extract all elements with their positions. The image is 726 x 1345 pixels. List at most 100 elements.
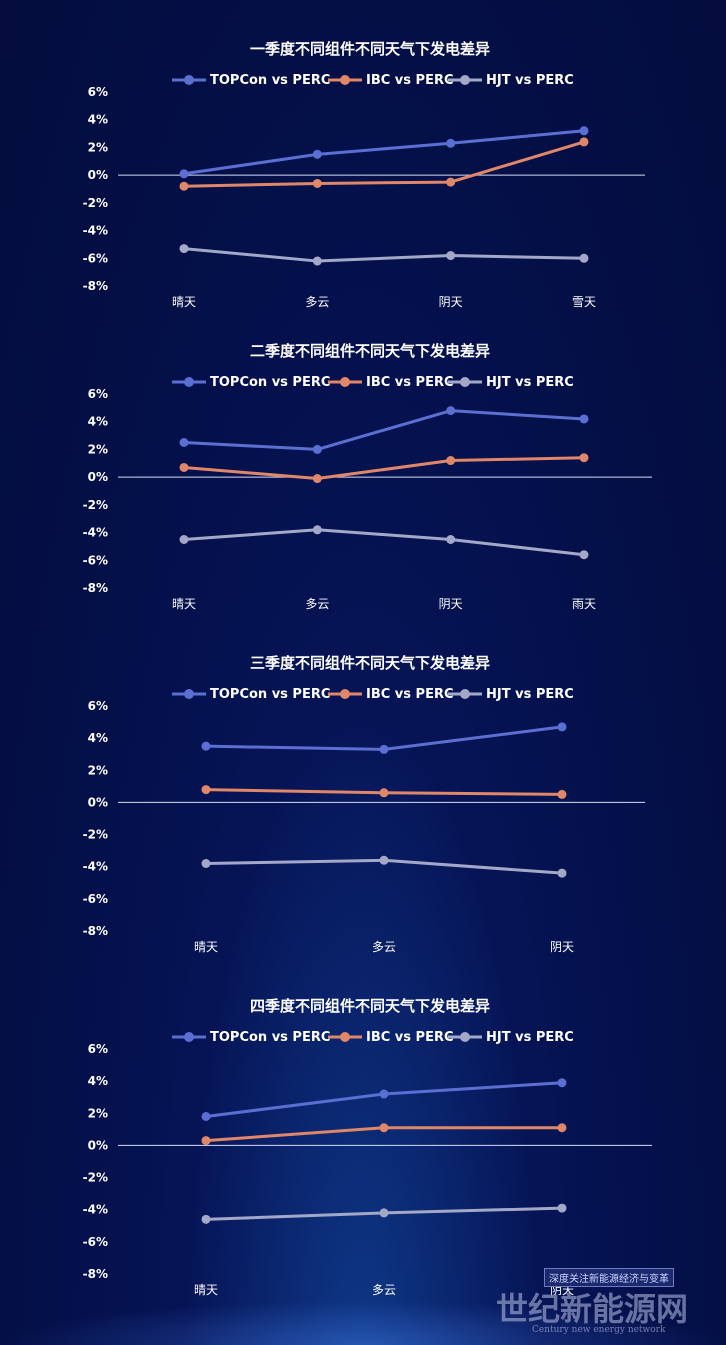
data-point[interactable] (446, 251, 456, 261)
x-tick-label: 多云 (372, 1283, 396, 1297)
data-point[interactable] (201, 1136, 211, 1146)
data-point[interactable] (179, 438, 189, 447)
series-line (183, 456, 585, 481)
chart-svg: 二季度不同组件不同天气下发电差异 TOPCon vs PERC IBC vs PER… (83, 342, 652, 611)
data-point[interactable] (557, 868, 567, 878)
data-point[interactable] (557, 1203, 567, 1213)
data-point[interactable] (579, 137, 589, 147)
chart-title: 二季度不同组件不同天气下发电差异 (250, 342, 490, 360)
legend-marker (184, 377, 194, 387)
legend-label: IBC vs PERC (366, 687, 454, 702)
data-point[interactable] (312, 474, 322, 484)
data-point[interactable] (179, 535, 189, 544)
y-tick-label: -4% (83, 860, 108, 874)
x-tick-label: 晴天 (172, 295, 196, 309)
legend-marker (184, 689, 194, 699)
y-tick-label: -2% (83, 1171, 108, 1185)
data-point[interactable] (579, 453, 589, 463)
data-point[interactable] (312, 444, 322, 454)
decorative-glow (0, 1300, 726, 1345)
legend-item[interactable]: HJT vs PERC (448, 1030, 574, 1045)
y-tick-label: 6% (88, 1042, 108, 1056)
data-point[interactable] (557, 789, 567, 799)
y-tick-label: 4% (88, 731, 108, 745)
data-point[interactable] (379, 744, 389, 754)
chart-svg: 四季度不同组件不同天气下发电差异 TOPCon vs PERC IBC vs PER… (83, 997, 652, 1297)
legend-label: HJT vs PERC (486, 687, 574, 702)
legend-marker (460, 689, 470, 699)
legend-label: HJT vs PERC (486, 1030, 574, 1045)
y-tick-label: -8% (83, 924, 108, 938)
legend-item[interactable]: IBC vs PERC (328, 375, 454, 390)
legend-marker (340, 75, 350, 85)
series-line (183, 409, 585, 451)
y-tick-label: 4% (88, 415, 108, 429)
legend-item[interactable]: TOPCon vs PERC (172, 687, 330, 702)
y-tick-label: 6% (88, 85, 108, 99)
data-point[interactable] (201, 1214, 211, 1224)
y-tick-label: 0% (88, 470, 108, 484)
series-line (205, 1081, 563, 1118)
legend-marker (184, 1032, 194, 1042)
legend-item[interactable]: TOPCon vs PERC (172, 375, 330, 390)
data-point[interactable] (201, 1112, 211, 1121)
data-point[interactable] (179, 462, 189, 472)
data-point[interactable] (312, 178, 322, 188)
x-tick-label: 阴天 (439, 295, 463, 309)
data-point[interactable] (579, 550, 589, 560)
data-point[interactable] (579, 253, 589, 263)
data-point[interactable] (312, 149, 322, 159)
legend-item[interactable]: TOPCon vs PERC (172, 1030, 330, 1045)
y-tick-label: 2% (88, 763, 108, 777)
data-point[interactable] (557, 722, 567, 732)
y-tick-label: -8% (83, 581, 108, 595)
legend-item[interactable]: IBC vs PERC (328, 687, 454, 702)
data-point[interactable] (379, 1089, 389, 1099)
legend-item[interactable]: IBC vs PERC (328, 1030, 454, 1045)
data-point[interactable] (446, 177, 456, 187)
y-tick-label: -6% (83, 892, 108, 906)
data-point[interactable] (379, 1208, 389, 1218)
chart-title: 四季度不同组件不同天气下发电差异 (250, 997, 490, 1015)
legend-item[interactable]: HJT vs PERC (448, 375, 574, 390)
x-tick-label: 多云 (305, 295, 329, 309)
legend-label: IBC vs PERC (366, 1030, 454, 1045)
data-point[interactable] (201, 785, 211, 795)
data-point[interactable] (446, 406, 456, 416)
data-point[interactable] (201, 741, 211, 751)
data-point[interactable] (179, 181, 189, 191)
data-point[interactable] (179, 244, 189, 254)
y-tick-label: 6% (88, 699, 108, 713)
data-point[interactable] (446, 456, 456, 466)
chart-title: 一季度不同组件不同天气下发电差异 (250, 40, 490, 58)
y-tick-label: 0% (88, 168, 108, 182)
legend-item[interactable]: HJT vs PERC (448, 687, 574, 702)
legend-item[interactable]: IBC vs PERC (328, 73, 454, 88)
data-point[interactable] (379, 788, 389, 798)
legend-marker (340, 1032, 350, 1042)
chart-q1: 一季度不同组件不同天气下发电差异 TOPCon vs PERC IBC vs PER… (0, 30, 726, 326)
data-point[interactable] (201, 859, 211, 868)
chart-q2: 二季度不同组件不同天气下发电差异 TOPCon vs PERC IBC vs PER… (0, 332, 726, 628)
data-point[interactable] (312, 525, 322, 535)
data-point[interactable] (379, 1123, 389, 1133)
legend-marker (460, 75, 470, 85)
data-point[interactable] (446, 535, 456, 544)
data-point[interactable] (579, 414, 589, 424)
data-point[interactable] (579, 126, 589, 136)
data-point[interactable] (379, 855, 389, 865)
legend-item[interactable]: HJT vs PERC (448, 73, 574, 88)
watermark: 深度关注新能源经济与变革 世纪新能源网 Century new energy n… (490, 1262, 726, 1345)
x-tick-label: 多云 (305, 597, 329, 611)
y-tick-label: -4% (83, 526, 108, 540)
data-point[interactable] (557, 1123, 567, 1133)
legend-item[interactable]: TOPCon vs PERC (172, 73, 330, 88)
data-point[interactable] (446, 138, 456, 148)
data-point[interactable] (179, 169, 189, 179)
x-tick-label: 晴天 (172, 597, 196, 611)
y-tick-label: 4% (88, 113, 108, 127)
legend-label: HJT vs PERC (486, 375, 574, 390)
legend-label: TOPCon vs PERC (210, 73, 330, 88)
data-point[interactable] (557, 1078, 567, 1088)
data-point[interactable] (312, 256, 322, 266)
